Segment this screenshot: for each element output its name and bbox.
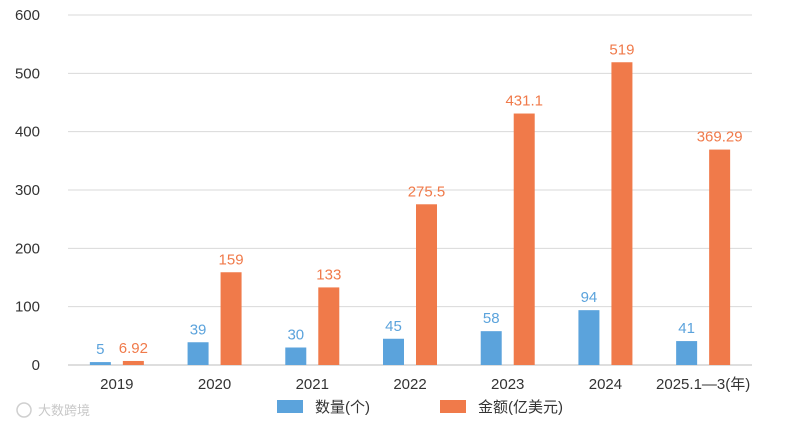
x-tick-label: 2021 [296, 376, 329, 393]
data-label-count: 41 [678, 320, 695, 337]
data-label-amount: 519 [609, 41, 634, 58]
bar-count [285, 347, 307, 365]
bar-amount [611, 62, 633, 365]
legend-swatch-count [277, 400, 303, 413]
bar-count [676, 341, 698, 365]
data-label-amount: 6.92 [119, 340, 148, 357]
watermark: 大数跨境 [16, 402, 90, 418]
bar-count [187, 342, 209, 365]
y-tick-label: 500 [15, 65, 40, 82]
watermark-text: 大数跨境 [38, 403, 90, 418]
data-label-count: 45 [385, 318, 402, 335]
legend: 数量(个) 金额(亿美元) [277, 399, 563, 416]
x-tick-label: 2022 [393, 376, 426, 393]
y-tick-label: 200 [15, 240, 40, 257]
x-axis: 2019 2020 2021 2022 2023 2024 2025.1—3(年) [100, 376, 750, 393]
watermark-logo-icon [16, 402, 32, 418]
x-tick-label: 2023 [491, 376, 524, 393]
data-labels: 5 6.92 39 159 30 133 45 275.5 58 431.1 94 519 41 369.… [96, 41, 742, 358]
y-tick-label: 0 [32, 357, 40, 374]
data-label-amount: 275.5 [408, 183, 446, 200]
data-label-count: 58 [483, 310, 500, 327]
x-tick-label: 2024 [589, 376, 622, 393]
bar-amount [709, 149, 731, 365]
data-label-count: 5 [96, 341, 104, 358]
bar-amount [318, 287, 340, 365]
data-label-count: 39 [190, 321, 207, 338]
legend-swatch-amount [440, 400, 466, 413]
y-axis: 0 100 200 300 400 500 600 [15, 7, 40, 374]
y-tick-label: 100 [15, 299, 40, 316]
legend-label-count: 数量(个) [315, 399, 370, 416]
x-tick-label: 2020 [198, 376, 231, 393]
bar-count [578, 310, 600, 365]
bar-count [383, 338, 404, 365]
y-tick-label: 300 [15, 182, 40, 199]
data-label-amount: 431.1 [505, 93, 543, 110]
bar-count [480, 331, 502, 365]
bar-count [89, 362, 111, 365]
x-tick-label: 2019 [100, 376, 133, 393]
bar-amount [220, 272, 242, 365]
y-tick-label: 600 [15, 7, 40, 24]
y-tick-label: 400 [15, 124, 40, 141]
bars [89, 62, 731, 366]
bar-amount [416, 204, 437, 365]
grid-lines [68, 14, 752, 366]
data-label-count: 30 [287, 327, 304, 344]
data-label-amount: 369.29 [697, 129, 743, 146]
data-label-count: 94 [581, 289, 598, 306]
legend-label-amount: 金额(亿美元) [478, 399, 563, 416]
data-label-amount: 133 [316, 266, 341, 283]
bar-amount [513, 113, 535, 366]
bar-amount [122, 360, 144, 365]
x-tick-label: 2025.1—3(年) [656, 376, 750, 393]
data-label-amount: 159 [219, 251, 244, 268]
